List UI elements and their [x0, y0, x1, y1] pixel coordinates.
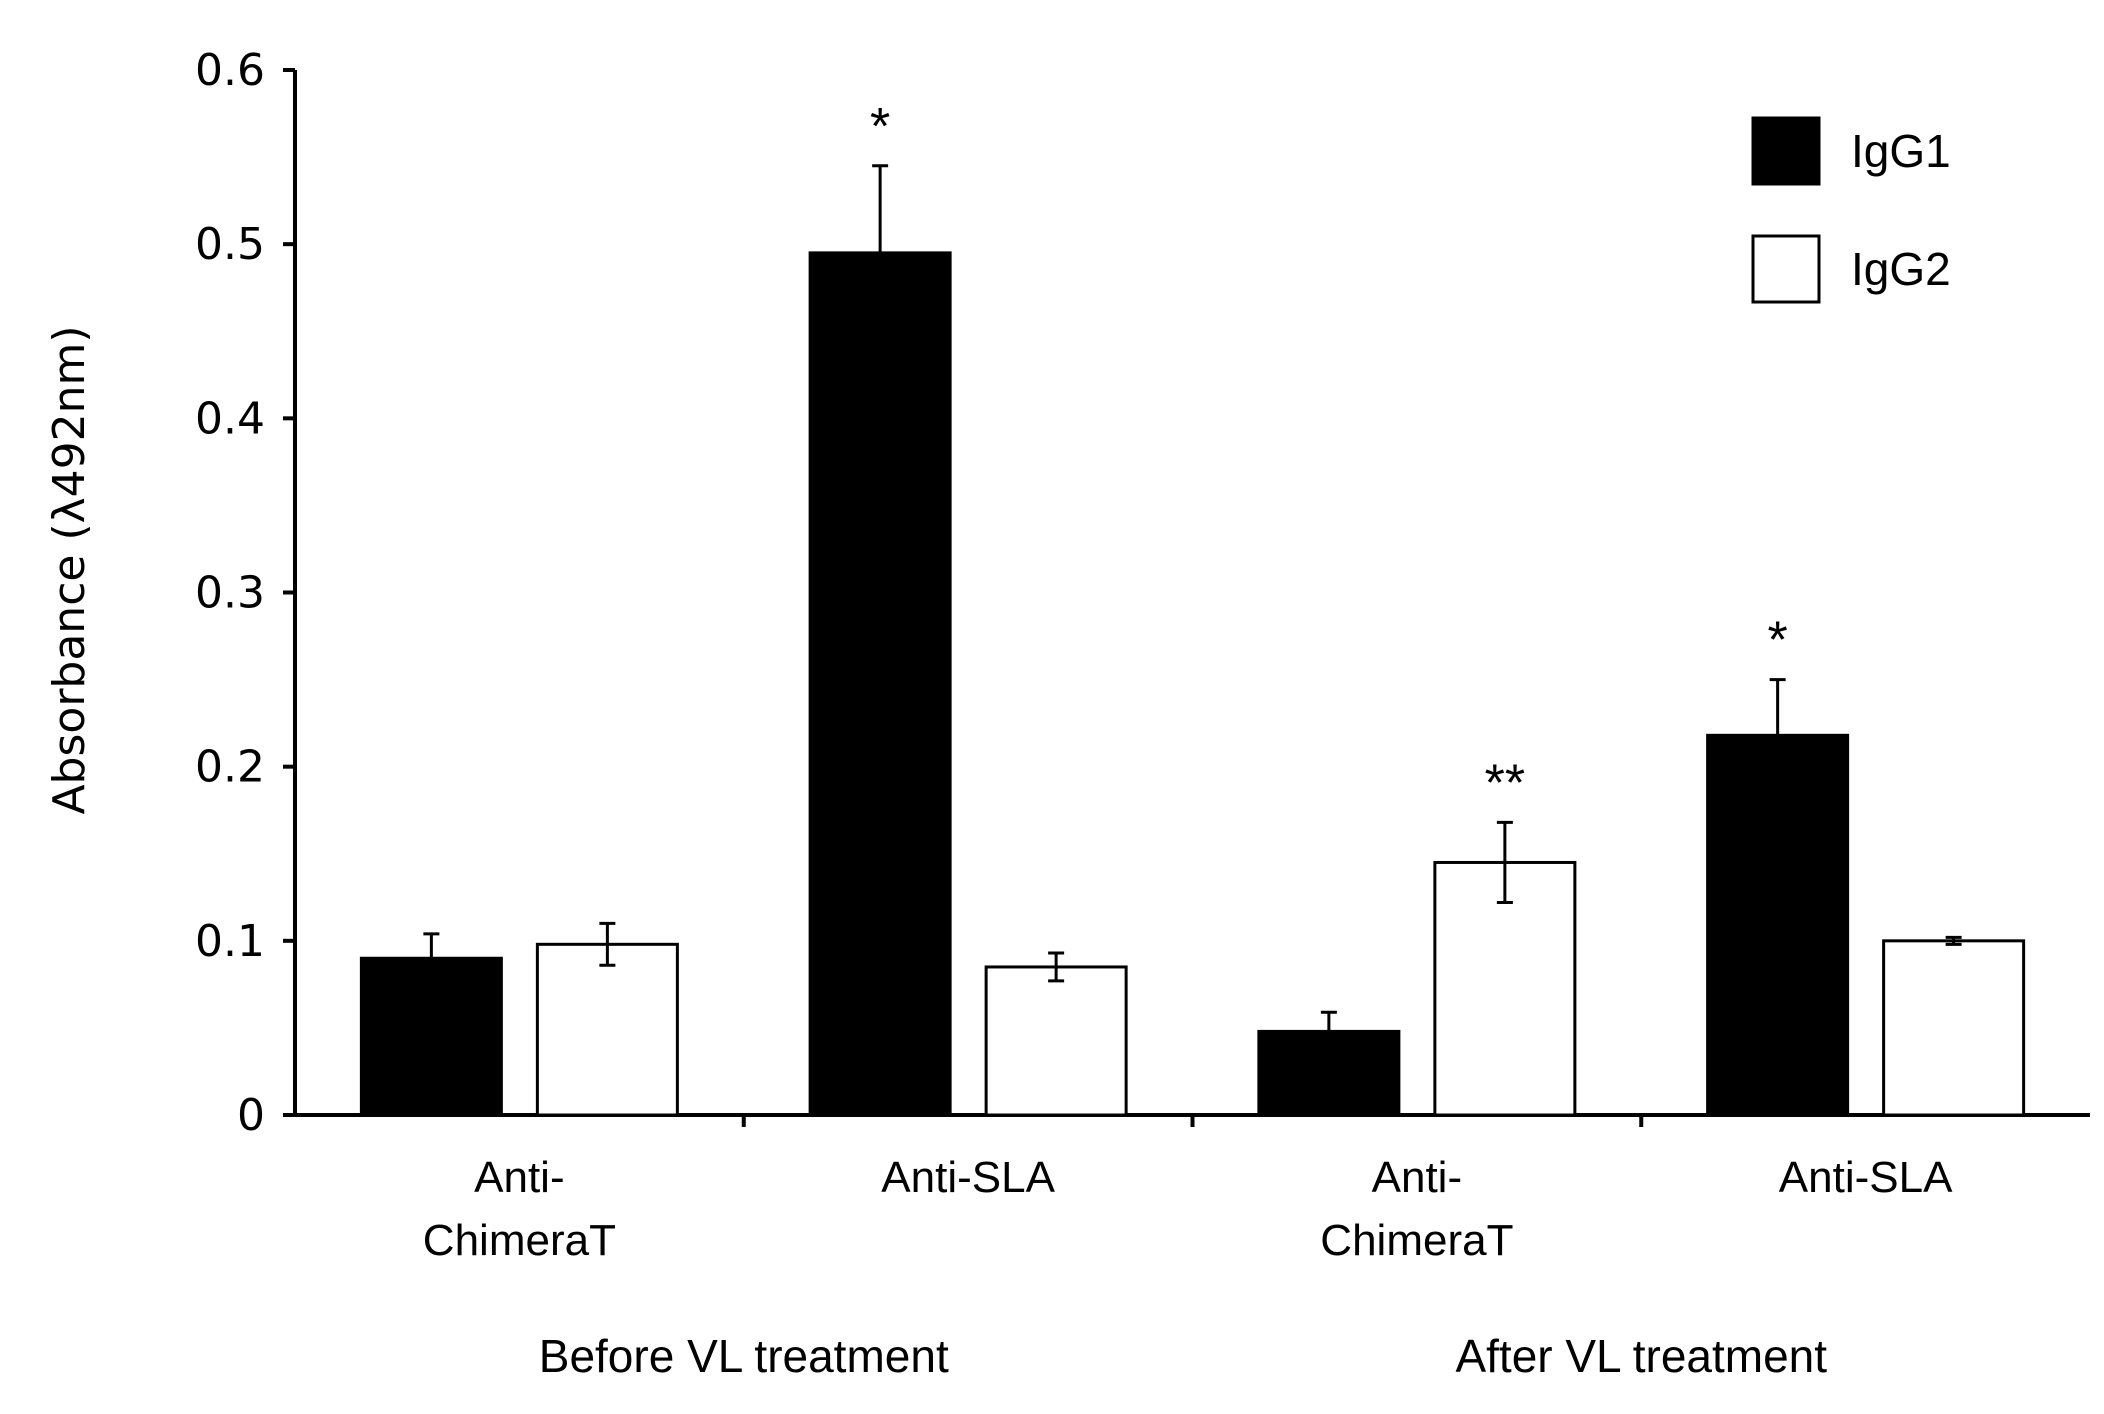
- bar-igg1: [808, 251, 952, 1117]
- y-axis-title: Absorbance (λ492nm): [44, 325, 95, 814]
- bar-igg2: [1433, 860, 1577, 1117]
- y-tick-label: 0.1: [195, 916, 265, 967]
- group-label: After VL treatment: [1455, 1330, 1827, 1382]
- y-tick-label: 0: [237, 1090, 265, 1141]
- significance-marker: **: [1485, 754, 1525, 812]
- legend-swatch-igg1: [1751, 116, 1821, 186]
- bar-igg1: [1706, 733, 1850, 1117]
- axes: 0 0.1 0.2 0.3 0.4 0.5 0.6: [195, 45, 2090, 1141]
- category-label: Anti-: [1372, 1153, 1462, 1202]
- significance-marker: *: [870, 98, 890, 156]
- bar-igg1: [359, 956, 503, 1117]
- y-tick-label: 0.2: [195, 742, 265, 793]
- bar-igg2: [984, 965, 1128, 1117]
- bars: [359, 164, 2026, 1117]
- y-tick-label: 0.4: [195, 393, 265, 444]
- bar-igg2: [535, 942, 679, 1117]
- labels: Anti- ChimeraT * Anti-SLA ** Anti- ChimeraT * An…: [423, 98, 1953, 1382]
- legend: IgG1 IgG2: [1751, 116, 1951, 304]
- y-tick-label: 0.5: [195, 219, 265, 270]
- legend-swatch-igg2: [1751, 234, 1821, 304]
- bar-igg2: [1882, 939, 2026, 1117]
- significance-marker: *: [1768, 612, 1788, 670]
- category-label: ChimeraT: [423, 1216, 616, 1265]
- category-label: ChimeraT: [1320, 1216, 1513, 1265]
- legend-label: IgG1: [1851, 125, 1951, 177]
- legend-label: IgG2: [1851, 243, 1951, 295]
- category-label: Anti-SLA: [1779, 1153, 1953, 1202]
- group-label: Before VL treatment: [539, 1330, 949, 1382]
- category-label: Anti-: [474, 1153, 564, 1202]
- category-label: Anti-SLA: [881, 1153, 1055, 1202]
- y-tick-label: 0.3: [195, 568, 265, 619]
- y-tick-label: 0.6: [195, 45, 265, 96]
